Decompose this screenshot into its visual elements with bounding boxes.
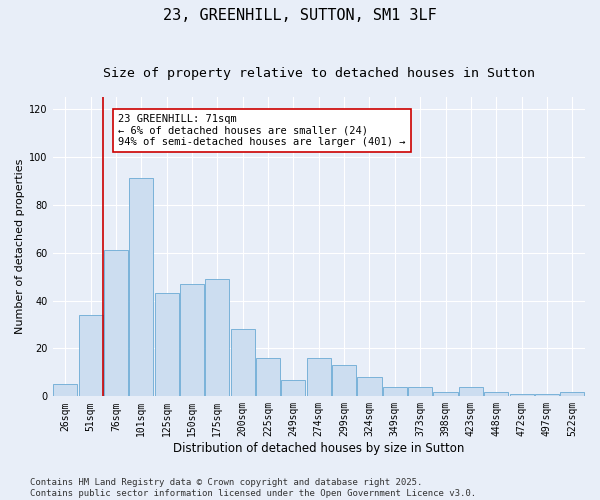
Bar	[180, 284, 204, 397]
Bar	[205, 279, 229, 396]
Text: Contains HM Land Registry data © Crown copyright and database right 2025.
Contai: Contains HM Land Registry data © Crown c…	[30, 478, 476, 498]
Text: 23, GREENHILL, SUTTON, SM1 3LF: 23, GREENHILL, SUTTON, SM1 3LF	[163, 8, 437, 22]
Bar	[104, 250, 128, 396]
Bar	[155, 294, 179, 397]
Bar	[230, 330, 255, 396]
Bar	[383, 387, 407, 396]
Bar	[129, 178, 154, 396]
Bar	[307, 358, 331, 397]
Bar	[484, 392, 508, 396]
Bar	[53, 384, 77, 396]
Bar	[79, 315, 103, 396]
Bar	[408, 387, 432, 396]
Bar	[535, 394, 559, 396]
Bar	[281, 380, 305, 396]
Text: 23 GREENHILL: 71sqm
← 6% of detached houses are smaller (24)
94% of semi-detache: 23 GREENHILL: 71sqm ← 6% of detached hou…	[118, 114, 406, 147]
X-axis label: Distribution of detached houses by size in Sutton: Distribution of detached houses by size …	[173, 442, 464, 455]
Bar	[509, 394, 533, 396]
Bar	[459, 387, 483, 396]
Bar	[256, 358, 280, 397]
Bar	[433, 392, 458, 396]
Bar	[358, 377, 382, 396]
Title: Size of property relative to detached houses in Sutton: Size of property relative to detached ho…	[103, 68, 535, 80]
Bar	[332, 365, 356, 396]
Y-axis label: Number of detached properties: Number of detached properties	[15, 159, 25, 334]
Bar	[560, 392, 584, 396]
